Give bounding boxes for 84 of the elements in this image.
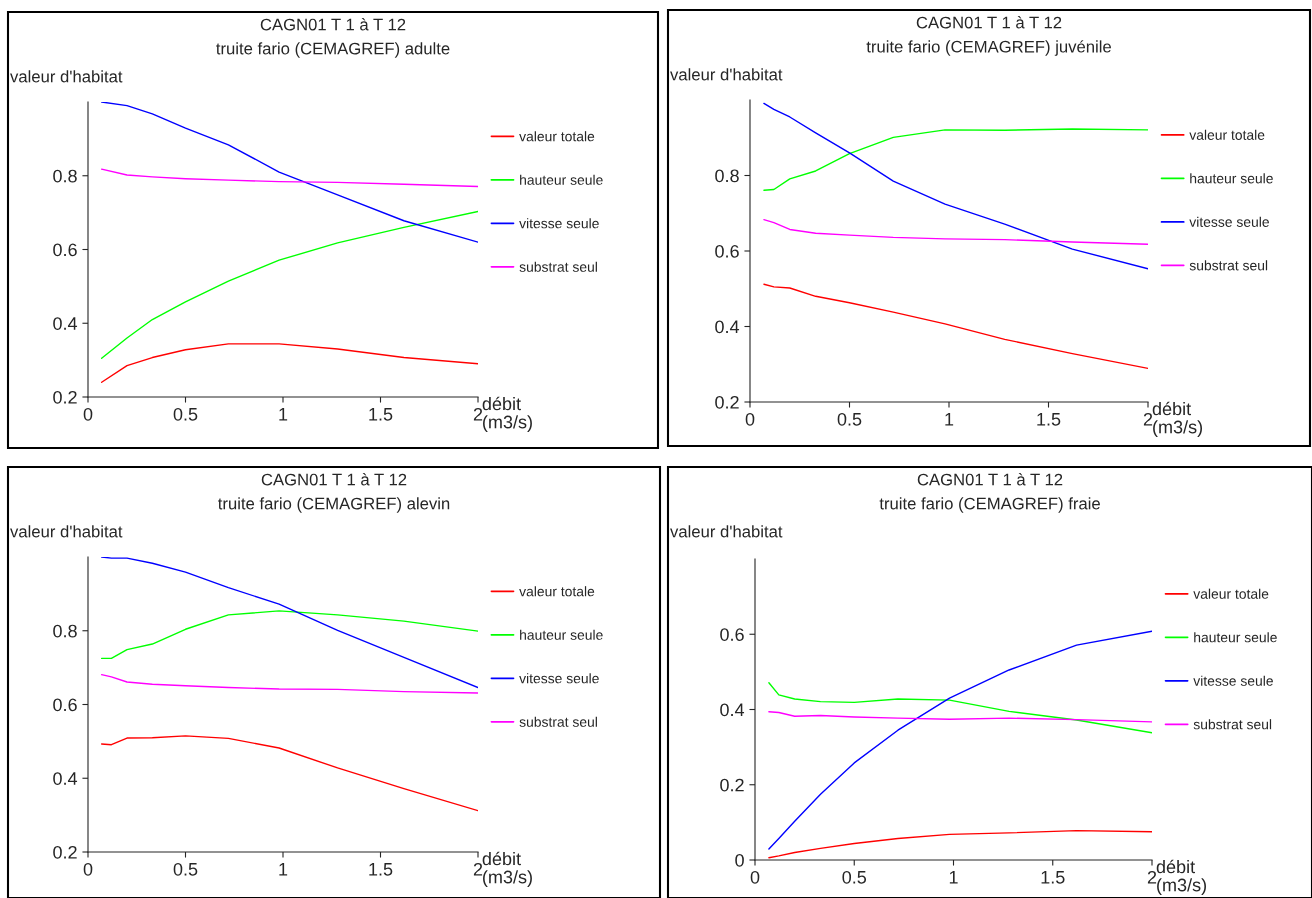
legend-label: vitesse seule bbox=[1193, 675, 1273, 686]
x-tick-label: 0.5 bbox=[173, 407, 198, 421]
x-tick-label: 0.5 bbox=[842, 870, 867, 884]
y-tick-label: 0.8 bbox=[53, 624, 77, 638]
line-series bbox=[763, 283, 1148, 370]
y-tick-label: 0.4 bbox=[53, 317, 78, 330]
line-series bbox=[768, 711, 1152, 723]
x-tick-label: 2 bbox=[473, 407, 483, 421]
line-series bbox=[768, 630, 1152, 850]
x-axis-title: débit (m3/s) bbox=[1156, 859, 1206, 895]
chart-subtitle: truite fario (CEMAGREF) alevin bbox=[218, 497, 450, 513]
y-tick-label: 0.6 bbox=[720, 628, 744, 641]
chart-subtitle: truite fario (CEMAGREF) fraie bbox=[879, 497, 1100, 513]
chart-title: CAGN01 T 1 à T 12 bbox=[916, 16, 1062, 29]
x-tick-label: 2 bbox=[1143, 412, 1153, 426]
y-tick-label: 0.8 bbox=[715, 169, 739, 183]
y-axis-title: valeur d'habitat bbox=[670, 525, 783, 538]
legend-label: substrat seul bbox=[519, 261, 597, 272]
x-axis-title: débit (m3/s) bbox=[482, 851, 532, 887]
legend-label: substrat seul bbox=[1193, 719, 1272, 730]
y-tick-label: 0.6 bbox=[53, 243, 77, 257]
legend-label: hauteur seule bbox=[520, 629, 603, 640]
x-tick-label: 0.5 bbox=[837, 412, 862, 426]
y-tick-label: 0.4 bbox=[720, 703, 745, 717]
x-tick-label: 1.5 bbox=[1041, 871, 1065, 884]
line-series bbox=[100, 168, 478, 188]
legend-label: valeur totale bbox=[519, 131, 595, 142]
line-series bbox=[100, 557, 478, 689]
y-axis-title: valeur d'habitat bbox=[10, 525, 123, 538]
y-tick-label: 0.4 bbox=[53, 772, 78, 785]
x-tick-label: 1 bbox=[949, 871, 958, 884]
chart-subtitle: truite fario (CEMAGREF) adulte bbox=[216, 42, 450, 58]
legend-label: vitesse seule bbox=[519, 673, 599, 684]
line-series bbox=[100, 343, 478, 383]
line-series bbox=[100, 610, 478, 660]
chart-title: CAGN01 T 1 à T 12 bbox=[260, 18, 406, 31]
y-tick-label: 0.8 bbox=[53, 169, 77, 183]
line-series bbox=[768, 682, 1152, 734]
line-series bbox=[763, 128, 1148, 191]
legend-label: substrat seul bbox=[519, 716, 597, 727]
y-tick-label: 0 bbox=[735, 853, 744, 867]
legend-label: vitesse seule bbox=[519, 218, 599, 229]
y-tick-label: 0.6 bbox=[53, 698, 77, 712]
legend-label: hauteur seule bbox=[520, 174, 603, 185]
x-tick-label: 1.5 bbox=[369, 408, 393, 421]
line-series bbox=[768, 829, 1152, 859]
x-axis-title: débit (m3/s) bbox=[1152, 401, 1203, 437]
x-tick-label: 2 bbox=[1147, 870, 1157, 884]
x-tick-label: 1.5 bbox=[1037, 413, 1061, 426]
x-tick-label: 1.5 bbox=[369, 863, 393, 876]
line-series bbox=[763, 218, 1148, 245]
chart-subtitle: truite fario (CEMAGREF) juvénile bbox=[866, 40, 1111, 56]
legend-label: valeur totale bbox=[1193, 588, 1269, 599]
x-tick-label: 2 bbox=[473, 862, 483, 876]
x-tick-label: 1 bbox=[279, 863, 288, 876]
y-axis-title: valeur d'habitat bbox=[670, 68, 783, 81]
x-axis-title: débit (m3/s) bbox=[482, 396, 532, 432]
line-series bbox=[100, 102, 478, 243]
y-tick-label: 0.4 bbox=[715, 320, 740, 334]
x-tick-label: 0 bbox=[750, 870, 760, 884]
y-tick-label: 0.6 bbox=[715, 244, 739, 258]
line-series bbox=[100, 735, 478, 812]
x-tick-label: 0.5 bbox=[173, 862, 198, 876]
y-tick-label: 0.2 bbox=[715, 395, 739, 409]
x-tick-label: 0 bbox=[83, 862, 93, 876]
line-series bbox=[100, 673, 478, 694]
x-tick-label: 1 bbox=[945, 413, 954, 426]
legend-label: hauteur seule bbox=[1190, 173, 1273, 184]
y-axis-title: valeur d'habitat bbox=[10, 70, 123, 83]
legend-label: hauteur seule bbox=[1194, 632, 1277, 643]
y-tick-label: 0.2 bbox=[720, 778, 744, 792]
chart-title: CAGN01 T 1 à T 12 bbox=[261, 473, 407, 486]
legend-label: valeur totale bbox=[519, 586, 595, 597]
x-tick-label: 0 bbox=[83, 407, 93, 421]
x-tick-label: 0 bbox=[745, 412, 755, 426]
line-series bbox=[100, 210, 478, 359]
y-tick-label: 0.2 bbox=[53, 390, 77, 404]
line-series bbox=[763, 102, 1148, 270]
legend-label: valeur totale bbox=[1189, 129, 1265, 140]
y-tick-label: 0.2 bbox=[53, 845, 77, 859]
legend-label: substrat seul bbox=[1189, 260, 1268, 271]
x-tick-label: 1 bbox=[279, 408, 288, 421]
chart-title: CAGN01 T 1 à T 12 bbox=[917, 473, 1063, 486]
legend-label: vitesse seule bbox=[1189, 216, 1269, 227]
